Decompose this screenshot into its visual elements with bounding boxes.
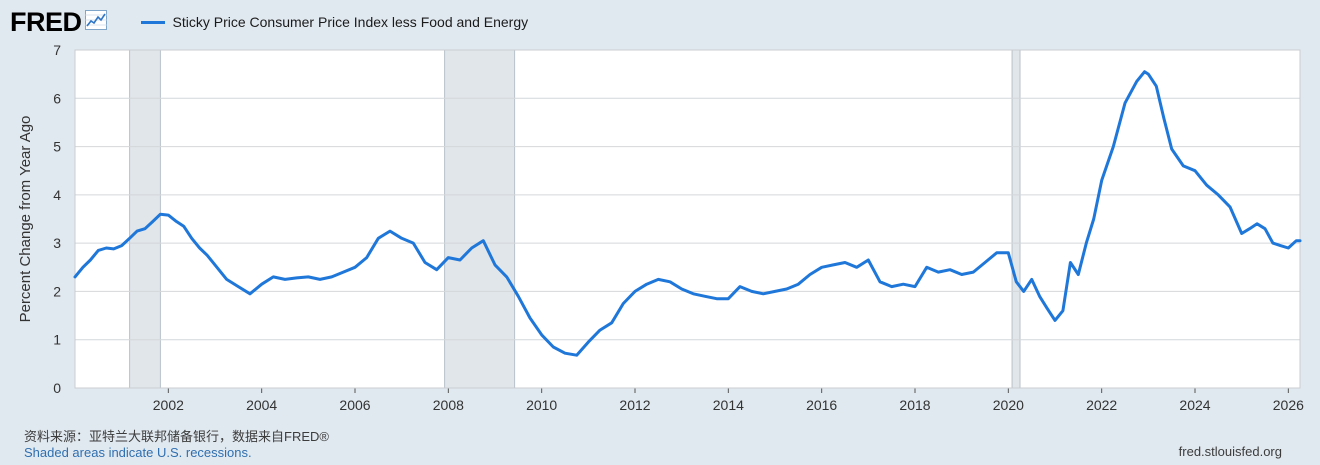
site-credit[interactable]: fred.stlouisfed.org xyxy=(1178,444,1282,459)
x-tick-label: 2024 xyxy=(1179,397,1210,413)
recession-note: Shaded areas indicate U.S. recessions. xyxy=(24,445,252,460)
x-tick-label: 2012 xyxy=(619,397,650,413)
logo-text: FRED xyxy=(10,6,82,37)
x-tick-label: 2004 xyxy=(246,397,277,413)
x-tick-label: 2006 xyxy=(339,397,370,413)
x-tick-label: 2010 xyxy=(526,397,557,413)
plot-border xyxy=(74,49,1301,389)
y-tick-label: 4 xyxy=(53,187,61,203)
y-tick-label: 6 xyxy=(53,90,61,106)
y-tick-label: 7 xyxy=(53,42,61,58)
x-tick-label: 2020 xyxy=(993,397,1024,413)
source-note: 资料来源：亚特兰大联邦储备银行，数据来自FRED® xyxy=(24,429,329,444)
x-tick-label: 2026 xyxy=(1273,397,1304,413)
y-tick-label: 1 xyxy=(53,332,61,348)
x-tick-label: 2002 xyxy=(153,397,184,413)
fred-logo[interactable]: FRED xyxy=(10,7,107,38)
legend-line-swatch xyxy=(140,20,165,24)
x-tick-label: 2022 xyxy=(1086,397,1117,413)
x-tick-label: 2016 xyxy=(806,397,837,413)
chart-legend: Sticky Price Consumer Price Index less F… xyxy=(140,14,529,30)
recession-band xyxy=(444,49,516,389)
y-tick-label: 3 xyxy=(53,235,61,251)
series-line xyxy=(73,70,1302,357)
plot-area: 0 1 2 3 4 5 6 7 2002 2004 2006 2008 2010 2012 2014 2016… xyxy=(17,42,1304,413)
x-tick-label: 2018 xyxy=(899,397,930,413)
y-axis-label: Percent Change from Year Ago xyxy=(17,116,34,323)
y-tick-label: 0 xyxy=(53,380,61,396)
recession-band xyxy=(1011,49,1021,389)
legend-series-label[interactable]: Sticky Price Consumer Price Index less F… xyxy=(172,14,529,30)
y-tick-label: 5 xyxy=(53,139,61,155)
line-chart: 0 1 2 3 4 5 6 7 2002 2004 2006 2008 2010 2012 2014 2016… xyxy=(17,42,1304,413)
footer-notes: 资料来源：亚特兰大联邦储备银行，数据来自FRED® Shaded areas i… xyxy=(24,429,329,461)
header: FRED Sticky Price Consumer Price Index l… xyxy=(10,6,528,38)
x-tick-label: 2014 xyxy=(713,397,744,413)
line-graph-icon xyxy=(84,9,107,35)
plot-background xyxy=(75,50,1300,388)
x-tick-label: 2008 xyxy=(433,397,464,413)
y-tick-label: 2 xyxy=(53,283,61,299)
